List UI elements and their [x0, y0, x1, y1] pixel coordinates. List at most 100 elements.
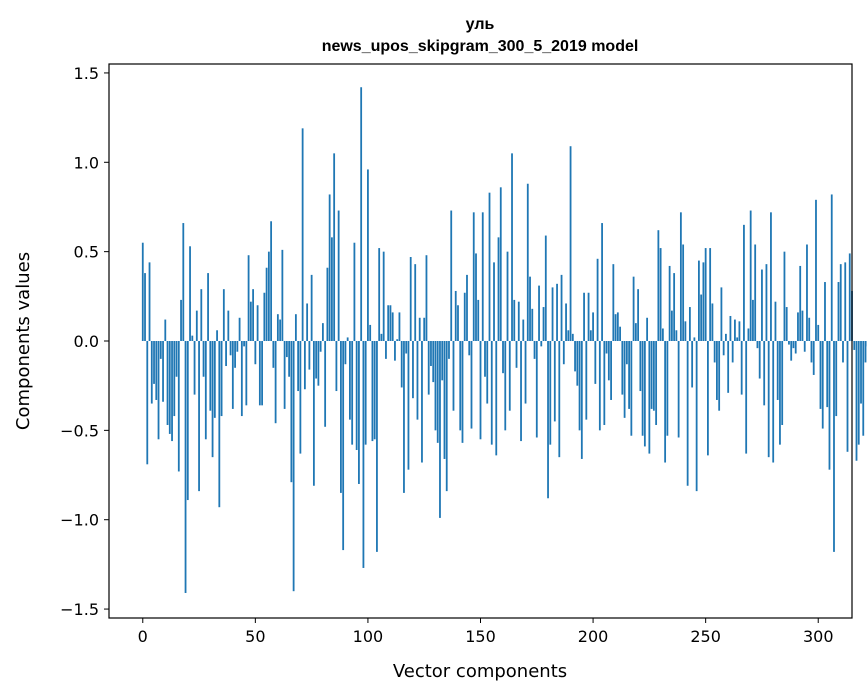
bar-56: [267, 251, 270, 341]
bar-66: [290, 341, 293, 483]
x-tick-label: 250: [690, 627, 721, 646]
bar-88: [340, 341, 342, 493]
bar-64: [285, 341, 288, 358]
bar-312: [844, 262, 847, 341]
bar-264: [736, 337, 739, 341]
bar-286: [785, 307, 788, 341]
bar-63: [283, 341, 286, 409]
bar-102: [371, 341, 374, 442]
bar-310: [839, 264, 842, 341]
bar-103: [373, 341, 376, 440]
bar-269: [747, 328, 750, 341]
bar-307: [833, 341, 835, 552]
bar-283: [779, 341, 781, 445]
bar-235: [670, 310, 673, 341]
bar-207: [607, 341, 610, 381]
bar-282: [776, 341, 779, 400]
bar-244: [691, 341, 694, 388]
bar-221: [639, 341, 642, 392]
bar-317: [855, 341, 858, 461]
bar-239: [679, 212, 682, 341]
bar-45: [243, 341, 245, 347]
bar-278: [767, 341, 770, 458]
bar-218: [632, 276, 635, 341]
bar-236: [673, 273, 676, 341]
bar-208: [610, 341, 612, 400]
bar-184: [556, 283, 558, 341]
bar-17: [180, 299, 182, 341]
bar-263: [734, 319, 736, 341]
bar-89: [342, 341, 345, 551]
bar-44: [240, 341, 243, 417]
bar-122: [416, 341, 419, 420]
bar-130: [434, 341, 437, 431]
bar-153: [486, 341, 489, 404]
bar-93: [351, 341, 354, 445]
bar-237: [675, 330, 678, 341]
bar-303: [824, 282, 826, 341]
bar-115: [400, 341, 403, 388]
bar-25: [198, 341, 200, 492]
bar-238: [677, 341, 680, 438]
bar-299: [815, 199, 817, 341]
bar-233: [666, 341, 669, 436]
bar-231: [661, 328, 664, 341]
x-tick-label: 100: [353, 627, 384, 646]
bar-318: [857, 341, 860, 445]
bar-205: [603, 341, 606, 425]
bar-166: [515, 341, 518, 368]
bar-174: [533, 341, 536, 359]
bar-308: [835, 341, 838, 417]
bar-14: [173, 341, 176, 417]
y-axis-ticks: −1.5 −1.0 −0.5 0.0 0.5 1.0 1.5: [60, 64, 109, 619]
bar-69: [297, 341, 300, 392]
bar-214: [623, 341, 626, 418]
bar-302: [821, 341, 824, 429]
bar-277: [765, 264, 768, 341]
bar-228: [655, 341, 658, 425]
bar-265: [738, 321, 741, 341]
bar-261: [729, 315, 732, 341]
bar-201: [594, 341, 597, 384]
bar-11: [166, 341, 169, 425]
bar-2: [146, 341, 149, 465]
y-tick-label: 0.5: [74, 243, 99, 262]
bar-211: [616, 312, 619, 341]
bar-189: [567, 330, 570, 341]
bar-107: [382, 251, 385, 341]
bar-175: [535, 341, 538, 438]
bar-157: [495, 341, 498, 456]
x-tick-label: 200: [578, 627, 609, 646]
bar-305: [828, 341, 831, 470]
bar-21: [189, 246, 191, 341]
bar-114: [398, 312, 401, 341]
bar-148: [475, 253, 477, 341]
x-axis-ticks: 0 50 100 150 200 250 300: [138, 618, 834, 646]
bar-95: [355, 341, 358, 451]
bar-311: [842, 341, 844, 363]
bar-135: [445, 341, 448, 492]
bar-26: [200, 289, 203, 341]
bar-55: [265, 267, 268, 341]
bar-242: [686, 341, 689, 486]
bar-250: [704, 248, 707, 341]
bar-20: [186, 341, 189, 501]
bar-150: [479, 341, 482, 440]
bar-117: [405, 341, 408, 354]
bar-65: [288, 341, 291, 377]
bar-50: [254, 341, 257, 365]
bar-243: [688, 307, 691, 341]
bar-119: [409, 257, 412, 341]
bar-248: [700, 294, 703, 341]
bar-151: [481, 212, 484, 341]
bar-57: [270, 221, 273, 341]
bar-241: [684, 321, 687, 341]
bar-194: [578, 341, 581, 431]
bar-210: [614, 314, 617, 341]
bar-72: [303, 341, 306, 390]
y-tick-label: −1.0: [60, 511, 99, 530]
bar-321: [864, 341, 867, 363]
bar-112: [394, 341, 396, 361]
bar-33: [216, 330, 218, 341]
bar-199: [589, 330, 592, 341]
